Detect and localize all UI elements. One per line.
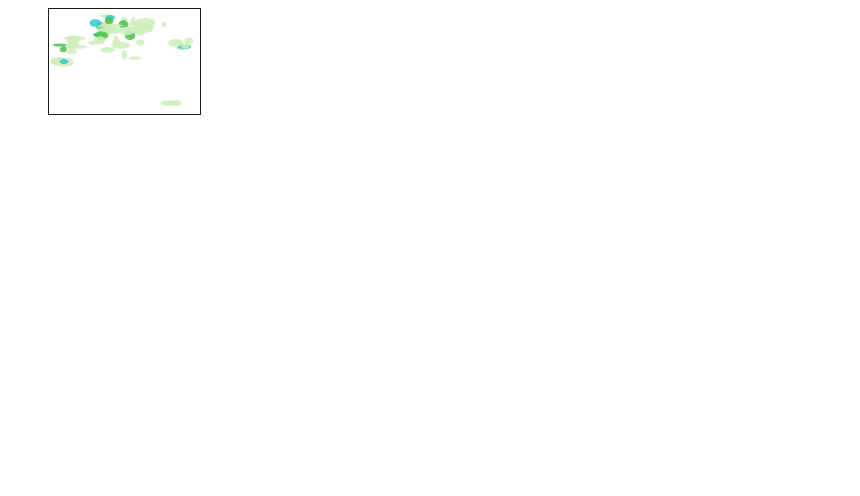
rain-patch bbox=[99, 23, 123, 28]
rain-patch bbox=[119, 26, 135, 36]
map-panel bbox=[48, 8, 201, 115]
rain-patch bbox=[104, 17, 114, 25]
rain-patch bbox=[52, 43, 67, 47]
rain-patch bbox=[121, 50, 128, 60]
rain-patch bbox=[128, 56, 141, 60]
colorbar bbox=[808, 90, 860, 382]
rain-patch bbox=[180, 45, 190, 49]
rain-patch bbox=[175, 40, 183, 44]
rain-patch bbox=[89, 19, 102, 27]
rain-patch bbox=[160, 100, 181, 106]
precipitation-shading bbox=[50, 13, 194, 106]
rain-patch bbox=[118, 20, 129, 29]
valid-time-block bbox=[789, 455, 802, 496]
rain-patch bbox=[113, 35, 119, 42]
title-block bbox=[415, 12, 755, 42]
rain-patch bbox=[59, 59, 69, 65]
rain-patch bbox=[130, 17, 136, 27]
rain-patch bbox=[59, 46, 67, 53]
rain-patch bbox=[138, 25, 154, 33]
rain-patch bbox=[93, 36, 106, 45]
rain-patch bbox=[136, 39, 145, 46]
rain-patch bbox=[66, 48, 77, 55]
init-time-block bbox=[52, 455, 65, 496]
rain-patch bbox=[68, 39, 79, 49]
xinjiang-map bbox=[50, 13, 194, 106]
rain-patch bbox=[100, 46, 115, 53]
rain-patch bbox=[161, 21, 166, 28]
rain-patch bbox=[184, 37, 194, 45]
